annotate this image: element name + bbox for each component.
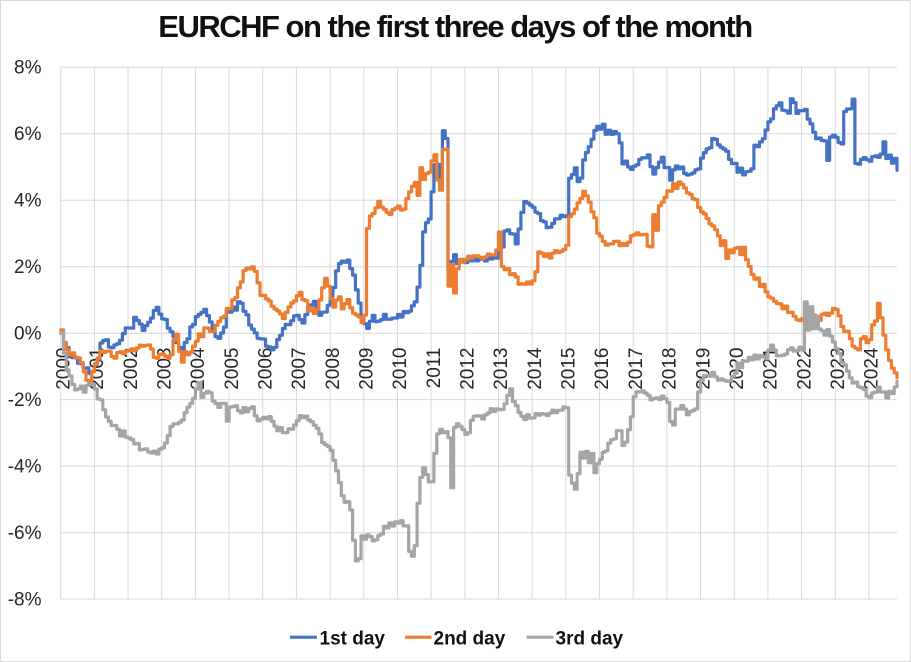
svg-text:2013: 2013 bbox=[491, 348, 512, 390]
svg-text:0%: 0% bbox=[14, 324, 42, 345]
svg-text:2008: 2008 bbox=[323, 348, 344, 390]
svg-text:2019: 2019 bbox=[693, 348, 714, 390]
svg-text:2023: 2023 bbox=[828, 348, 849, 390]
svg-text:2009: 2009 bbox=[357, 348, 378, 390]
svg-text:2005: 2005 bbox=[222, 348, 243, 390]
svg-text:2010: 2010 bbox=[390, 348, 411, 390]
svg-text:6%: 6% bbox=[14, 124, 42, 145]
svg-text:2024: 2024 bbox=[862, 347, 883, 390]
svg-text:-2%: -2% bbox=[8, 390, 42, 411]
svg-text:EURCHF on the first three days: EURCHF on the first three days of the mo… bbox=[158, 9, 752, 44]
svg-text:3rd day: 3rd day bbox=[556, 629, 624, 650]
svg-text:2%: 2% bbox=[14, 257, 42, 278]
svg-text:2012: 2012 bbox=[458, 348, 479, 390]
svg-text:2018: 2018 bbox=[660, 348, 681, 390]
svg-text:-8%: -8% bbox=[8, 590, 42, 611]
svg-text:2nd day: 2nd day bbox=[434, 629, 506, 650]
svg-text:2022: 2022 bbox=[794, 348, 815, 390]
svg-text:2011: 2011 bbox=[424, 348, 445, 389]
svg-text:1st day: 1st day bbox=[320, 629, 386, 650]
svg-text:2002: 2002 bbox=[121, 348, 142, 390]
svg-text:2017: 2017 bbox=[626, 348, 647, 390]
svg-text:2016: 2016 bbox=[592, 348, 613, 390]
svg-text:2015: 2015 bbox=[559, 348, 580, 390]
svg-text:2006: 2006 bbox=[256, 348, 277, 390]
svg-text:8%: 8% bbox=[14, 58, 42, 79]
svg-text:2004: 2004 bbox=[188, 347, 209, 390]
svg-text:-6%: -6% bbox=[8, 523, 42, 544]
svg-text:2007: 2007 bbox=[289, 348, 310, 390]
svg-text:-4%: -4% bbox=[8, 457, 42, 478]
svg-text:4%: 4% bbox=[14, 191, 42, 212]
svg-text:2021: 2021 bbox=[761, 348, 782, 390]
svg-text:2014: 2014 bbox=[525, 347, 546, 390]
